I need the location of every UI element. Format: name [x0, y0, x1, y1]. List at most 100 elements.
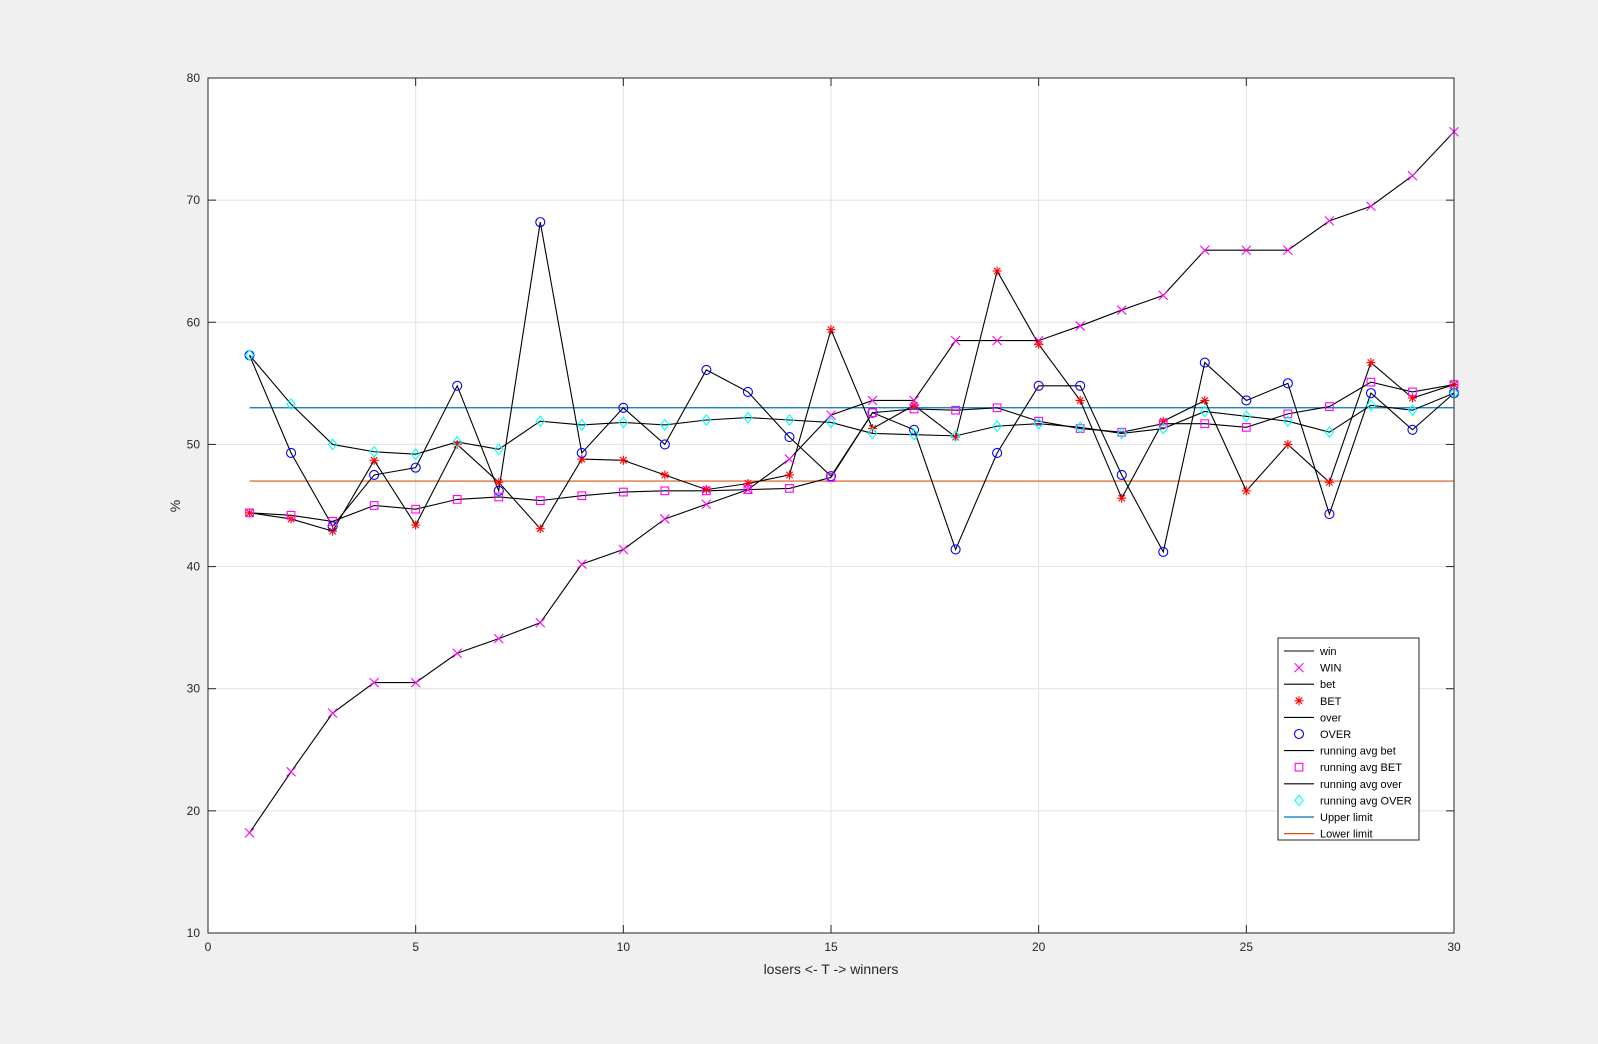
data-point-win: [1241, 245, 1252, 256]
data-point-running-avg-over-shape: [784, 413, 795, 427]
data-point-running-avg-bet-shape: [660, 486, 670, 496]
data-point-over: [369, 469, 380, 481]
data-point-bet: [245, 508, 255, 518]
data-point-over: [867, 407, 878, 418]
data-point-bet: [1241, 486, 1251, 496]
data-point-win: [1407, 170, 1418, 181]
data-point-win: [659, 514, 670, 524]
legend-marker-running-avg-bet: [1294, 762, 1304, 772]
data-point-running-avg-bet-shape: [992, 403, 1002, 413]
data-point-running-avg-over: [743, 411, 753, 424]
data-point-running-avg-over-shape: [369, 445, 379, 458]
data-point-bet: [1407, 393, 1417, 403]
data-point-bet-stroke: [1118, 494, 1126, 502]
data-point-over: [909, 424, 920, 435]
legend-label-running-avg-over: running avg over: [1320, 779, 1402, 791]
data-point-running-avg-bet-shape: [826, 473, 836, 482]
data-point-running-avg-bet-shape: [369, 501, 379, 510]
data-point-win: [493, 633, 504, 644]
data-point-over-shape: [1241, 395, 1252, 406]
data-point-over: [1158, 546, 1169, 557]
data-point-over: [1365, 388, 1376, 399]
data-point-running-avg-bet-shape: [328, 517, 337, 526]
data-point-over: [618, 402, 629, 413]
data-point-bet: [784, 470, 794, 480]
data-point-running-avg-bet: [618, 487, 628, 497]
data-point-running-avg-bet-shape: [743, 485, 753, 494]
data-point-bet-stroke: [619, 456, 627, 464]
data-point-over-shape: [535, 217, 546, 228]
data-point-running-avg-bet: [1241, 422, 1251, 432]
data-point-win: [1282, 245, 1293, 256]
legend-marker-over-shape: [1293, 728, 1305, 740]
data-point-win-stroke: [1241, 245, 1252, 256]
legend-label-bet: bet: [1320, 679, 1335, 691]
data-point-win-stroke: [493, 633, 504, 644]
series-line-running-avg-bet: [249, 381, 1455, 522]
legend: win WIN bet BET over OVER running avg bet runni…: [1277, 637, 1420, 841]
data-point-running-avg-over: [286, 398, 296, 411]
legend-label-marker-over: OVER: [1320, 729, 1351, 741]
data-point-running-avg-bet-shape: [1200, 419, 1210, 429]
data-point-over: [742, 386, 753, 397]
data-point-running-avg-over: [493, 443, 504, 456]
x-tick-label: 5: [412, 940, 419, 954]
data-point-running-avg-over-shape: [1241, 410, 1252, 423]
data-point-bet-stroke: [1201, 396, 1209, 405]
data-point-running-avg-bet-shape: [1283, 409, 1293, 419]
data-point-bet: [826, 325, 836, 335]
data-point-win-stroke: [1075, 321, 1086, 331]
data-point-running-avg-bet: [1283, 409, 1293, 419]
data-point-bet: [1366, 358, 1376, 368]
data-point-running-avg-bet: [577, 491, 587, 501]
data-point-over: [1116, 469, 1127, 481]
data-point-running-avg-over-shape: [950, 429, 961, 442]
data-point-win: [909, 395, 919, 406]
data-point-win: [535, 617, 546, 628]
data-point-running-avg-bet: [535, 496, 545, 505]
data-point-running-avg-bet-shape: [1034, 416, 1044, 426]
data-point-running-avg-over-shape: [535, 415, 546, 428]
data-point-running-avg-bet-shape: [618, 487, 628, 497]
data-point-bet-stroke: [827, 325, 835, 334]
data-point-over-shape: [992, 447, 1003, 459]
data-point-win-stroke: [286, 766, 296, 777]
data-point-running-avg-over-shape: [701, 413, 712, 427]
data-point-win: [286, 766, 296, 777]
legend-label-marker-bet: BET: [1320, 696, 1342, 708]
data-point-running-avg-over: [1324, 426, 1335, 439]
data-point-over: [784, 432, 795, 443]
x-tick-label: 10: [617, 940, 631, 954]
data-point-win-stroke: [1366, 201, 1376, 212]
data-point-running-avg-over-shape: [1366, 399, 1376, 412]
data-point-over-shape: [618, 402, 629, 413]
data-point-running-avg-bet: [1158, 419, 1168, 429]
data-point-bet: [618, 455, 628, 465]
legend-marker-bet-stroke: [1295, 697, 1303, 705]
data-point-running-avg-bet-shape: [1366, 377, 1376, 387]
data-point-over-shape: [327, 521, 338, 532]
data-point-over: [992, 447, 1003, 459]
data-point-bet: [660, 470, 670, 480]
data-point-over-shape: [1324, 508, 1335, 520]
data-point-running-avg-over: [1241, 410, 1252, 423]
axis-ticks: 0 5 10 15 20 25 30 10 20 30 40 50 60 70 80: [187, 71, 1461, 954]
data-point-win-stroke: [410, 677, 421, 688]
legend-label-over: over: [1320, 712, 1342, 724]
data-point-over: [410, 462, 421, 473]
data-point-running-avg-over-shape: [576, 418, 587, 431]
data-point-running-avg-over-shape: [992, 420, 1002, 433]
data-point-running-avg-bet: [785, 484, 794, 493]
data-point-running-avg-over-shape: [286, 398, 296, 411]
data-point-bet: [1075, 395, 1085, 405]
data-point-bet-stroke: [412, 521, 420, 529]
y-tick-label: 40: [187, 560, 201, 574]
data-point-over-shape: [950, 544, 961, 555]
data-point-win-stroke: [701, 499, 712, 510]
data-point-over: [1075, 380, 1086, 391]
data-point-over-shape: [410, 462, 421, 473]
data-point-over-shape: [909, 424, 920, 435]
data-point-win: [452, 648, 463, 659]
data-point-win-stroke: [1407, 170, 1418, 181]
data-point-over-shape: [576, 447, 587, 459]
